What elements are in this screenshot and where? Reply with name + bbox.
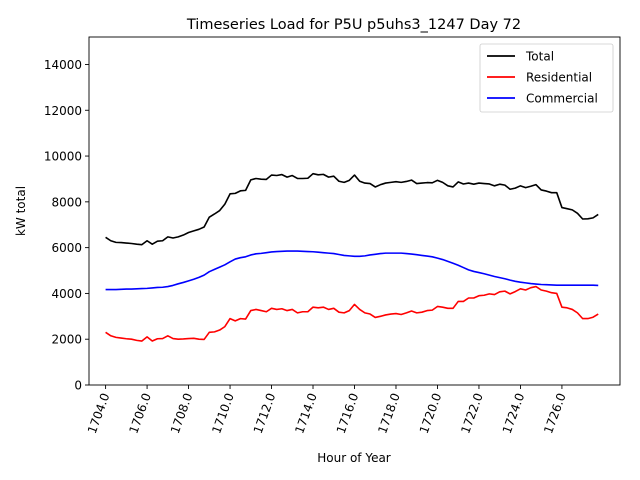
y-tick-label: 0 xyxy=(74,379,82,393)
legend-label-residential: Residential xyxy=(526,71,592,85)
y-tick-label: 2000 xyxy=(51,333,82,347)
x-axis-label: Hour of Year xyxy=(317,451,391,465)
y-tick-label: 6000 xyxy=(51,241,82,255)
legend-box xyxy=(479,43,614,113)
chart-title: Timeseries Load for P5U p5uhs3_1247 Day … xyxy=(186,17,521,33)
y-tick-label: 12000 xyxy=(44,104,82,118)
series-layer xyxy=(105,172,599,342)
series-line-residential xyxy=(105,285,599,342)
legend: Total Residential Commercial xyxy=(479,43,614,113)
legend-label-commercial: Commercial xyxy=(526,92,598,106)
y-tick-label: 10000 xyxy=(44,150,82,164)
legend-label-total: Total xyxy=(525,50,554,64)
y-tick-label: 14000 xyxy=(44,58,82,72)
series-line-total xyxy=(105,172,599,246)
y-tick-label: 8000 xyxy=(51,195,82,209)
plot-frame xyxy=(88,36,621,386)
series-line-commercial xyxy=(105,250,599,291)
y-axis-label: kW total xyxy=(14,186,28,236)
y-tick-label: 4000 xyxy=(51,287,82,301)
y-axis-ticks: 0 2000 4000 6000 8000 10000 12000 14000 xyxy=(44,58,89,393)
